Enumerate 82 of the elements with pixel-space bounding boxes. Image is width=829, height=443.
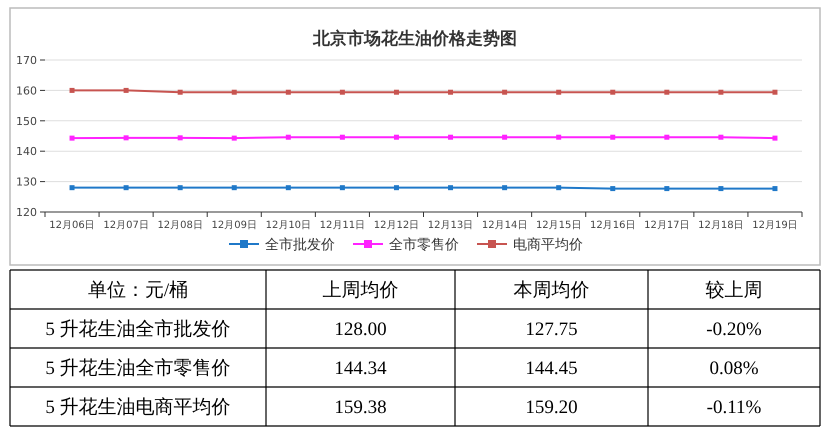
point xyxy=(556,185,562,190)
text: 5 升花生油全市批发价 xyxy=(45,318,231,340)
point xyxy=(448,185,454,190)
point xyxy=(556,90,562,95)
legend-label: 电商平均价 xyxy=(513,237,583,253)
point xyxy=(232,136,237,141)
text: 144.34 xyxy=(334,358,388,379)
point xyxy=(772,90,778,95)
x-tick-label: 12月16日 xyxy=(590,220,636,231)
point xyxy=(232,185,237,190)
text: 0.08% xyxy=(709,358,759,379)
chart-title: 北京市场花生油价格走势图 xyxy=(312,29,517,49)
y-tick-label: 160 xyxy=(16,84,37,98)
point xyxy=(772,136,778,141)
point xyxy=(718,134,724,140)
x-tick-label: 12月17日 xyxy=(644,220,690,231)
text: 144.45 xyxy=(525,358,578,379)
x-tick-label: 12月18日 xyxy=(698,220,744,231)
point xyxy=(286,185,291,190)
text: 159.38 xyxy=(334,397,387,418)
point xyxy=(664,134,670,140)
point xyxy=(394,134,399,140)
x-tick-label: 12月10日 xyxy=(266,220,312,231)
text: -0.11% xyxy=(706,397,762,418)
point xyxy=(664,90,670,95)
x-tick-label: 12月12日 xyxy=(374,220,420,231)
x-tick-label: 12月07日 xyxy=(103,220,149,231)
point xyxy=(286,134,291,140)
point xyxy=(502,134,508,140)
x-tick-label: 12月13日 xyxy=(428,220,474,231)
y-tick-label: 120 xyxy=(16,206,37,219)
point xyxy=(178,135,183,140)
text: 上周均价 xyxy=(322,280,398,301)
x-tick-label: 12月08日 xyxy=(157,220,203,231)
point xyxy=(124,185,129,190)
point xyxy=(340,134,345,140)
x-tick-label: 12月09日 xyxy=(212,220,257,231)
point xyxy=(178,185,183,190)
y-tick-label: 170 xyxy=(16,54,37,67)
point xyxy=(610,186,616,192)
point xyxy=(286,90,291,95)
point xyxy=(340,90,345,95)
text: 较上周 xyxy=(706,280,762,301)
y-tick-label: 140 xyxy=(16,145,37,158)
point xyxy=(70,88,75,93)
point xyxy=(448,90,454,95)
y-tick-label: 130 xyxy=(16,176,37,189)
point xyxy=(178,90,183,95)
x-tick-label: 12月14日 xyxy=(482,220,528,231)
y-tick-label: 150 xyxy=(16,114,37,128)
point xyxy=(340,185,345,190)
legend-label: 全市批发价 xyxy=(265,237,335,253)
text: 5 升花生油全市零售价 xyxy=(45,357,231,379)
text: 单位：元/桶 xyxy=(88,280,188,301)
point xyxy=(502,185,508,190)
legend-label: 全市零售价 xyxy=(389,237,459,253)
text: 127.75 xyxy=(525,319,578,340)
x-tick-label: 12月19日 xyxy=(752,220,798,231)
x-tick-label: 12月15日 xyxy=(536,220,582,231)
point xyxy=(610,90,616,95)
point xyxy=(232,90,237,95)
text: 本周均价 xyxy=(514,280,590,301)
point xyxy=(718,186,724,192)
text: 5 升花生油电商平均价 xyxy=(45,396,231,418)
point xyxy=(394,185,399,190)
point xyxy=(448,134,454,140)
x-tick-label: 12月11日 xyxy=(320,220,366,231)
text: 159.20 xyxy=(525,397,578,418)
point xyxy=(124,135,129,140)
point xyxy=(70,136,75,141)
point xyxy=(664,186,670,192)
point xyxy=(772,186,778,192)
point xyxy=(70,185,75,190)
point xyxy=(502,90,508,95)
point xyxy=(610,134,616,140)
point xyxy=(718,90,724,95)
point xyxy=(394,90,399,95)
x-tick-label: 12月06日 xyxy=(49,220,95,231)
point xyxy=(556,134,562,140)
text: 128.00 xyxy=(334,319,387,340)
point xyxy=(124,88,129,93)
text: -0.20% xyxy=(706,319,762,340)
